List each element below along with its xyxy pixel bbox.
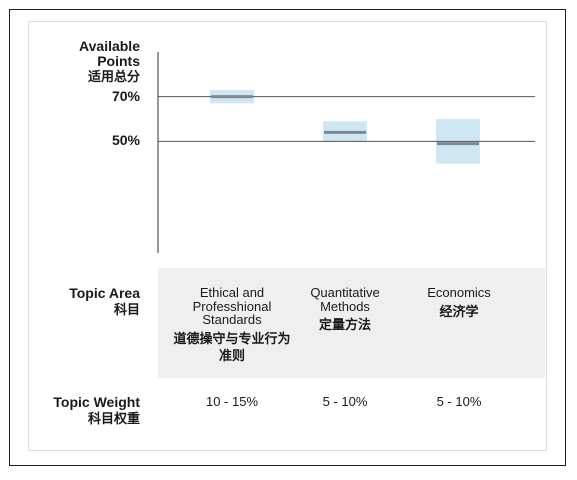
topic-area-label: Topic Area 科目 [20, 285, 140, 317]
y-axis-label-zh: 适用总分 [87, 68, 140, 84]
category-label-ethics-zh: 道德操守与专业行为准则 [173, 330, 291, 363]
chart-outer-frame [9, 9, 566, 466]
category-label-quant: Quantitative Methods 定量方法 [295, 286, 395, 334]
weight-ethics: 10 - 15% [205, 394, 259, 409]
y-tick-label-50: 50% [111, 132, 140, 149]
category-label-quant-en: Quantitative Methods [310, 285, 380, 314]
topic-area-band [158, 268, 545, 378]
category-label-econ: Economics 经济学 [409, 286, 509, 321]
category-label-quant-zh: 定量方法 [318, 317, 371, 333]
weight-econ: 5 - 10% [436, 394, 482, 409]
category-label-econ-en: Economics [427, 285, 491, 300]
weight-quant: 5 - 10% [322, 394, 368, 409]
topic-area-label-zh: 科目 [113, 301, 140, 317]
chart-inner-frame [28, 21, 547, 451]
category-label-ethics: Ethical and Professhional Standards 道德操守… [172, 286, 292, 365]
topic-area-label-en: Topic Area [69, 285, 140, 301]
y-tick-label-70: 70% [111, 87, 140, 104]
topic-weight-label-en: Topic Weight [53, 394, 140, 410]
category-label-ethics-en: Ethical and Professhional Standards [192, 285, 272, 328]
y-axis-label: Available Points 适用总分 [40, 38, 140, 84]
topic-weight-label: Topic Weight 科目权重 [20, 394, 140, 426]
y-axis-label-en: Available Points [79, 38, 140, 70]
topic-weight-label-zh: 科目权重 [87, 410, 140, 426]
category-label-econ-zh: 经济学 [439, 303, 479, 319]
